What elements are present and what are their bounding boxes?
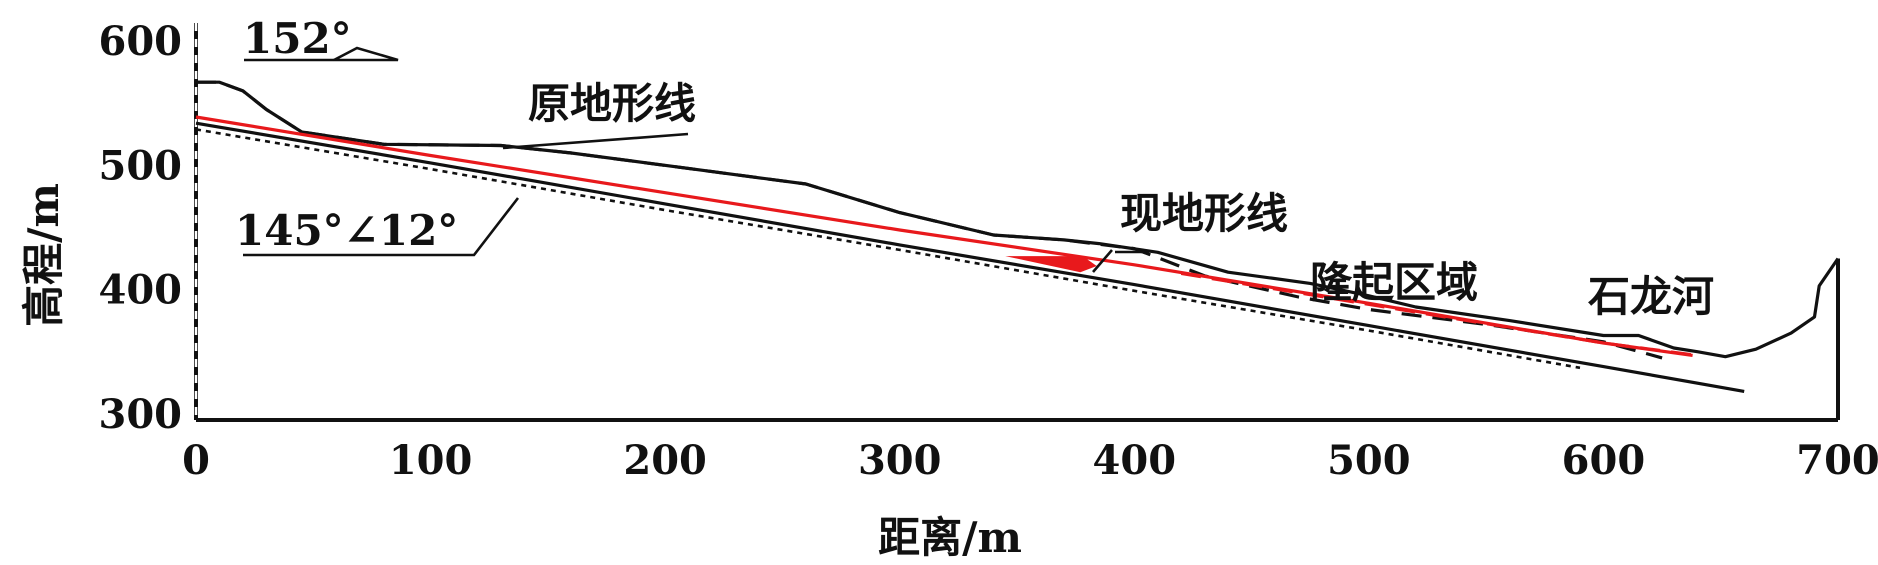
axes (194, 23, 1840, 422)
series-line-3 (195, 121, 1745, 393)
y-axis-title: 高程/m (19, 183, 68, 327)
original-terrain-label: 原地形线 (528, 79, 696, 128)
x-tick-label: 700 (1796, 437, 1878, 484)
y-tick-label: 300 (99, 391, 183, 438)
x-tick-label: 200 (623, 437, 707, 484)
y-tick-label: 500 (99, 142, 183, 189)
series-line-4 (195, 128, 1581, 370)
series-group (195, 80, 1840, 393)
orientation-label: 152° (243, 14, 352, 63)
river-label: 石龙河 (1588, 272, 1714, 321)
north-arrow-icon (333, 46, 399, 62)
slip-attitude-leader (243, 197, 520, 257)
uplift-zone-label: 隆起区域 (1310, 258, 1478, 307)
uplift-zone-marker (1005, 256, 1097, 273)
x-tick-label: 500 (1327, 437, 1411, 484)
x-tick-label: 400 (1093, 437, 1177, 484)
original-terrain-leader (502, 132, 689, 150)
x-tick-label: 300 (858, 437, 942, 484)
series-line-1 (196, 80, 1840, 359)
tick-labels: 0 100 200 300 400 500 600 700 300 400 500 600 (99, 18, 1878, 484)
decorations (243, 46, 1142, 273)
series-line-0 (196, 80, 1663, 360)
slip-attitude-label: 145°∠12° (235, 206, 458, 255)
current-terrain-leader-tip (1092, 249, 1113, 273)
current-terrain-label: 现地形线 (1120, 189, 1288, 238)
x-tick-label: 100 (389, 437, 473, 484)
x-tick-label: 0 (182, 437, 210, 484)
y-tick-label: 400 (99, 267, 183, 314)
slip-surface-dashed (1180, 271, 1698, 358)
x-tick-label: 600 (1562, 437, 1646, 484)
y-tick-label: 600 (99, 18, 183, 65)
x-axis-title: 距离/m (878, 513, 1022, 562)
